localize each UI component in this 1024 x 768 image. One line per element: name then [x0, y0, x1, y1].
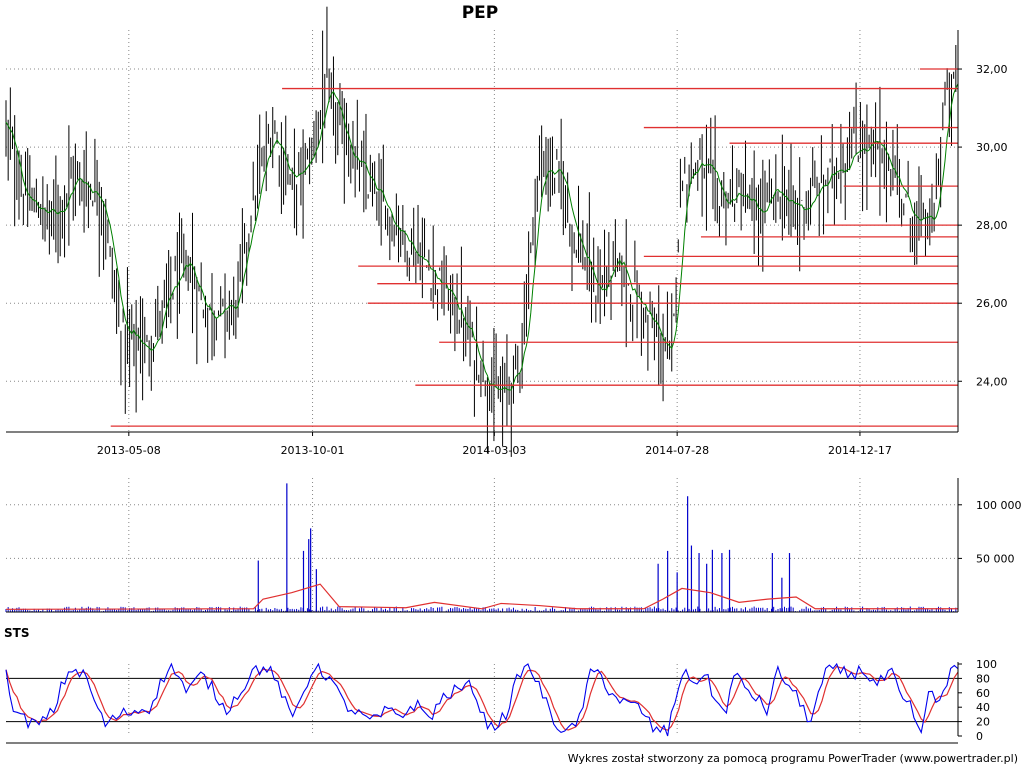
sts-y-tick-label: 0	[976, 730, 983, 743]
price-y-tick-label: 30,00	[976, 141, 1008, 154]
volume-y-tick-label: 50 000	[976, 552, 1015, 565]
price-x-tick-label: 2014-12-17	[828, 444, 892, 457]
price-y-tick-label: 32,00	[976, 63, 1008, 76]
sts-label: STS	[4, 626, 29, 640]
chart-title: PEP	[462, 3, 499, 23]
volume-average-line	[5, 583, 958, 610]
price-x-tick-label: 2014-07-28	[645, 444, 709, 457]
sts-y-tick-label: 20	[976, 716, 990, 729]
price-x-tick-label: 2013-10-01	[281, 444, 345, 457]
price-x-tick-label: 2013-05-08	[97, 444, 161, 457]
price-x-tick-label: 2014-03-03	[462, 444, 526, 457]
price-y-tick-label: 24,00	[976, 375, 1008, 388]
sts-y-tick-label: 60	[976, 687, 990, 700]
price-y-tick-label: 28,00	[976, 219, 1008, 232]
sts-y-tick-label: 80	[976, 672, 990, 685]
sts-k-line	[5, 662, 959, 737]
volume-panel: 50 000 100 000	[5, 478, 1022, 613]
price-panel: 24,00 26,00 28,00 30,00 32,00 2013-05-08 2013-…	[5, 6, 1008, 457]
moving-average-line	[5, 83, 959, 391]
sts-y-tick-label: 100	[976, 658, 997, 671]
volume-y-tick-label: 100 000	[976, 499, 1022, 512]
sts-y-tick-label: 40	[976, 701, 990, 714]
price-y-tick-label: 26,00	[976, 297, 1008, 310]
footer-credit: Wykres został stworzony za pomocą progra…	[568, 752, 1018, 765]
sts-d-line	[5, 665, 959, 731]
